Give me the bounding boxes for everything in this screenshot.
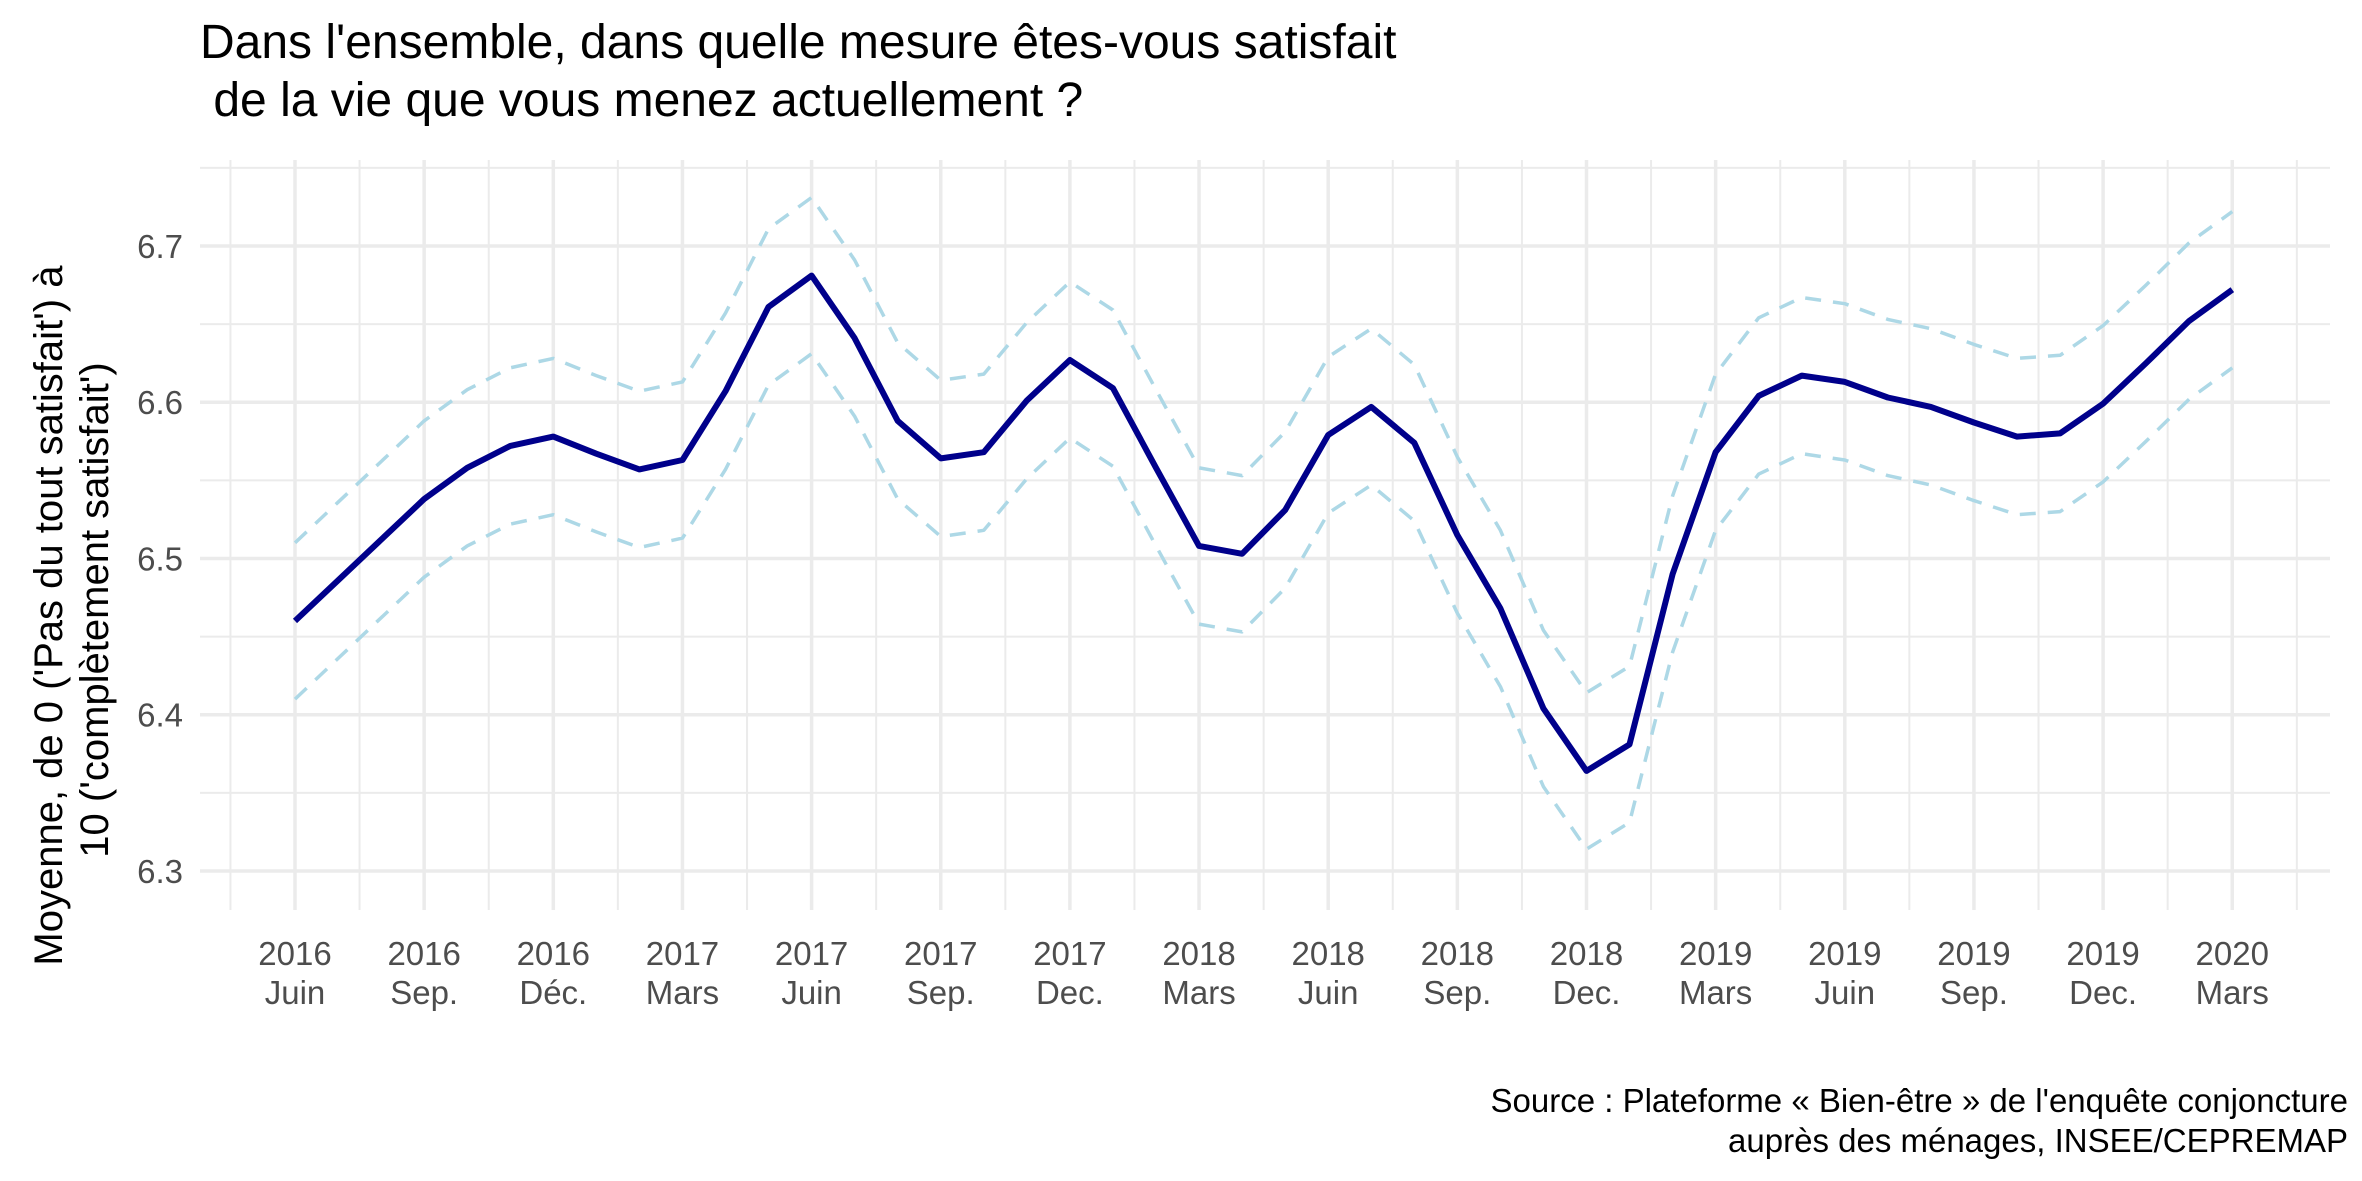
y-axis-label-line-1: Moyenne, de 0 ('Pas du tout satisfait') …: [27, 265, 71, 966]
x-tick-label-year: 2018: [1421, 935, 1494, 972]
y-axis-ticks: 6.3 6.4 6.5 6.6 6.7: [137, 228, 183, 890]
x-tick-label-month: Sep.: [1940, 974, 2008, 1011]
y-tick-label: 6.6: [137, 384, 183, 421]
x-tick-label-year: 2017: [775, 935, 848, 972]
y-tick-label: 6.3: [137, 853, 183, 890]
x-tick-label-month: Sep.: [907, 974, 975, 1011]
y-axis-label-line-2: 10 ('complètement satisfait'): [73, 362, 117, 857]
x-tick-label-month: Mars: [646, 974, 719, 1011]
x-tick-label-year: 2016: [387, 935, 460, 972]
series-ci-upper-line: [293, 195, 2234, 695]
x-tick-label-month: Juin: [1298, 974, 1359, 1011]
y-tick-label: 6.7: [137, 228, 183, 265]
x-tick-label-month: Mars: [1679, 974, 1752, 1011]
series-ci-lower-line: [293, 351, 2234, 851]
x-tick-label-month: Juin: [1815, 974, 1876, 1011]
x-tick-label-year: 2016: [258, 935, 331, 972]
x-tick-label-year: 2017: [1033, 935, 1106, 972]
x-tick-label-year: 2018: [1291, 935, 1364, 972]
x-axis-ticks: 2016Juin2016Sep.2016Déc.2017Mars2017Juin…: [258, 935, 2269, 1011]
source-caption-line-1: Source : Plateforme « Bien-être » de l'e…: [1490, 1082, 2348, 1119]
x-tick-label-year: 2018: [1162, 935, 1235, 972]
y-axis-label: Moyenne, de 0 ('Pas du tout satisfait') …: [27, 254, 117, 965]
x-tick-label-month: Juin: [265, 974, 326, 1011]
grid-lines: [200, 160, 2330, 910]
x-tick-label-month: Déc.: [519, 974, 587, 1011]
x-tick-label-month: Dec.: [2069, 974, 2137, 1011]
chart-series: [292, 195, 2235, 851]
x-tick-label-year: 2017: [904, 935, 977, 972]
x-tick-label-year: 2018: [1550, 935, 1623, 972]
x-tick-label-month: Mars: [2196, 974, 2269, 1011]
x-tick-label-year: 2019: [1937, 935, 2010, 972]
x-tick-label-year: 2016: [517, 935, 590, 972]
x-tick-label-year: 2019: [1808, 935, 1881, 972]
x-tick-label-month: Sep.: [390, 974, 458, 1011]
x-tick-label-year: 2020: [2196, 935, 2269, 972]
y-tick-label: 6.4: [137, 697, 183, 734]
source-caption-line-2: auprès des ménages, INSEE/CEPREMAP: [1728, 1122, 2348, 1159]
x-tick-label-month: Juin: [781, 974, 842, 1011]
x-tick-label-year: 2019: [2066, 935, 2139, 972]
x-tick-label-year: 2017: [646, 935, 719, 972]
x-tick-label-month: Dec.: [1553, 974, 1621, 1011]
y-tick-label: 6.5: [137, 540, 183, 577]
series-mean-line: [292, 272, 2235, 774]
x-tick-label-month: Dec.: [1036, 974, 1104, 1011]
chart-title: Dans l'ensemble, dans quelle mesure êtes…: [200, 16, 1397, 127]
x-tick-label-year: 2019: [1679, 935, 1752, 972]
x-tick-label-month: Sep.: [1423, 974, 1491, 1011]
x-tick-label-month: Mars: [1162, 974, 1235, 1011]
